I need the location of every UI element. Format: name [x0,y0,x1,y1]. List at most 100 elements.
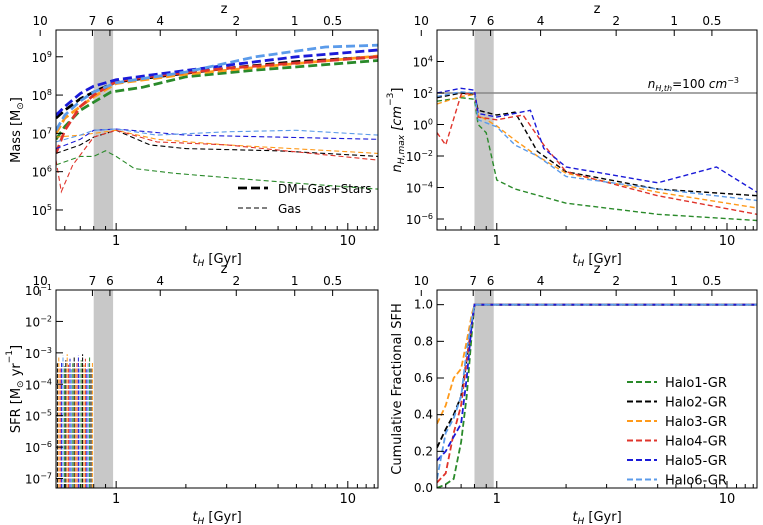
top-axis-label: z [594,2,601,17]
y-tick-label: 10−6 [25,440,52,455]
reionization-band [474,290,494,488]
top-tick-label: 10 [414,14,429,28]
panel-cumulative-sfh: 1 10 0.0 0.2 0.4 0.6 0.8 1.0 10 7 6 4 2 1 0.5 z tH [Gyr]… [390,262,758,525]
top-tick-label: 6 [487,14,495,28]
x-tick-label: 1 [493,492,501,507]
y-tick-label: 109 [32,50,52,65]
top-tick-label: 4 [156,274,164,288]
legend-label: Halo2-GR [665,396,727,411]
x-axis-label: tH [Gyr] [572,252,621,269]
top-tick-label: 0.5 [323,14,342,28]
plot-area [437,87,757,222]
axes-frame [55,289,379,489]
top-tick-label: 2 [232,14,240,28]
series-line-halo1-gr-total [56,59,378,141]
top-tick-label: 1 [291,274,299,288]
top-tick-label: 1 [670,14,678,28]
legend-label: Halo1-GR [665,376,727,391]
series-line-halo5-gr [437,87,757,193]
y-tick-label: 0.0 [414,481,433,495]
top-tick-label: 10 [414,274,429,288]
y-tick-label: 10−4 [406,180,433,195]
top-tick-label: 1 [670,274,678,288]
legend-label: Halo4-GR [665,435,727,450]
plot-area [56,43,378,194]
top-tick-label: 2 [612,274,620,288]
y-tick-label: 10−2 [406,149,433,164]
y-tick-label: 108 [32,88,52,103]
top-tick-label: 1 [291,14,299,28]
top-axis-label: z [594,262,601,277]
axes-frame [436,289,758,489]
x-tick-label: 1 [112,234,120,249]
top-tick-label: 6 [106,14,114,28]
y-tick-label: 10−5 [25,409,52,424]
series-line-halo1-gr-gas [56,150,378,190]
series-line-halo4-gr-gas [56,129,378,194]
series-line-halo5-gr-gas [56,128,378,150]
top-tick-label: 7 [89,14,97,28]
y-axis-label: nH,max [cm−3] [386,88,407,173]
y-tick-label: 104 [413,54,433,69]
reionization-band [93,290,114,488]
y-tick-label: 10−7 [25,472,52,487]
reionization-band [474,30,494,230]
series-line-halo5-gr [437,303,757,462]
x-tick-label: 1 [112,492,120,507]
top-tick-label: 6 [106,274,114,288]
top-tick-label: 4 [537,274,545,288]
y-tick-label: 100 [413,117,433,132]
series-line-halo6-gr [437,303,757,479]
x-tick-label: 10 [719,234,736,249]
series-line-halo5-gr-total [56,48,378,117]
y-tick-label: 10−6 [406,212,433,227]
top-tick-label: 7 [469,14,477,28]
top-axis-label: z [221,262,228,277]
y-axis-label: Mass [M⊙] [9,97,26,163]
y-tick-label: 0.8 [414,334,433,348]
legend-label: Halo3-GR [665,415,727,430]
top-tick-label: 4 [537,14,545,28]
top-tick-label: 6 [487,274,495,288]
series-line-halo3-gr-total [56,54,378,135]
axes-frame [55,29,379,231]
y-tick-label: 0.4 [414,408,433,422]
plot-area [56,354,93,488]
series-line-halo4-gr [437,92,757,215]
series-line-halo1-gr [437,96,757,222]
x-tick-label: 10 [719,492,736,507]
top-axis-label: z [221,2,228,17]
top-tick-label: 7 [89,274,97,288]
legend-label: Halo5-GR [665,454,727,469]
plot-area [437,303,757,488]
series-line-halo2-gr-gas [56,129,378,157]
y-tick-label: 1.0 [414,298,433,312]
y-tick-label: 10−2 [25,314,52,329]
y-tick-label: 10−3 [25,346,52,361]
legend-label: Halo6-GR [665,474,727,489]
y-tick-label: 106 [32,165,52,180]
y-tick-label: 0.6 [414,371,433,385]
top-tick-label: 2 [612,14,620,28]
series-line-halo6-gr-total [56,43,378,132]
x-axis-label: tH [Gyr] [192,252,241,269]
x-tick-label: 1 [493,234,501,249]
y-tick-label: 0.2 [414,444,433,458]
top-tick-label: 0.5 [702,14,721,28]
series-line-halo6-gr [437,91,757,202]
threshold-label: nH,th=100 cm−3 [648,76,739,93]
legend-label: Gas [278,202,301,216]
y-tick-label: 105 [32,203,52,218]
series-line-halo2-gr [437,92,757,197]
series-line-halo6-gr-gas [56,128,378,143]
x-axis-label: tH [Gyr] [192,510,241,525]
top-tick-label: 2 [232,274,240,288]
top-tick-label: 10 [33,14,48,28]
axes-frame [436,29,758,231]
panel-density: nH,th=100 cm−31 1010−610−410−210010210410… [386,2,758,269]
x-tick-label: 10 [340,234,357,249]
y-tick-label: 102 [413,86,433,101]
